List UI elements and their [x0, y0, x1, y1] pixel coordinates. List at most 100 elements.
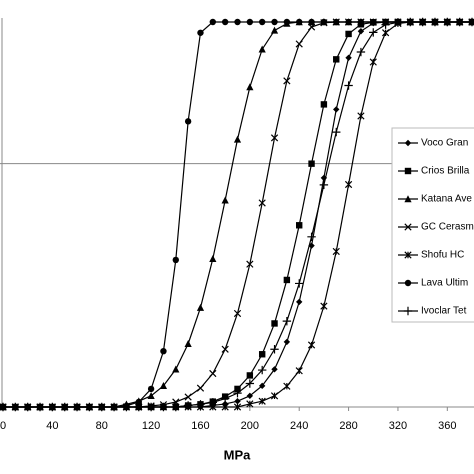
marker [209, 18, 217, 26]
x-tick-label: 240 [290, 420, 308, 432]
marker [172, 365, 180, 373]
x-tick-label: 280 [339, 420, 357, 432]
marker [246, 260, 254, 268]
marker [72, 402, 82, 412]
marker [257, 365, 267, 375]
marker [357, 28, 365, 35]
marker [344, 81, 353, 90]
marker [258, 18, 266, 26]
marker [109, 402, 119, 412]
marker [233, 403, 242, 411]
marker [196, 384, 205, 392]
legend-marker [403, 306, 413, 316]
marker [283, 18, 291, 26]
marker [85, 402, 94, 412]
marker [221, 18, 229, 26]
marker [296, 222, 303, 229]
marker [233, 388, 242, 398]
marker [183, 401, 193, 410]
legend: Voco Gran Crios Brilla Katana Ave GC Cerasm… [391, 127, 474, 323]
marker [356, 47, 366, 57]
marker [333, 18, 340, 26]
legend-marker [404, 195, 412, 203]
marker [246, 400, 254, 408]
marker [234, 18, 241, 26]
marker [246, 392, 254, 400]
marker [197, 29, 204, 36]
marker [245, 379, 255, 388]
marker [146, 402, 156, 412]
marker [246, 18, 254, 26]
x-tick-label: 160 [191, 420, 209, 432]
legend-label: Katana Ave [421, 194, 472, 205]
x-tick-label: 40 [46, 420, 58, 432]
marker [369, 58, 377, 66]
marker [233, 135, 242, 143]
marker [0, 402, 8, 412]
marker [196, 400, 205, 409]
marker [295, 279, 304, 288]
marker [196, 303, 205, 311]
x-tick-label: 360 [438, 420, 456, 432]
marker [246, 83, 254, 91]
marker [344, 180, 353, 189]
marker [333, 106, 340, 113]
marker [296, 18, 303, 26]
marker [208, 398, 218, 407]
marker [308, 18, 315, 26]
marker [135, 398, 142, 406]
marker [160, 347, 167, 355]
x-tick-label: 320 [389, 420, 407, 432]
marker [23, 402, 32, 412]
marker [283, 276, 291, 284]
marker [184, 340, 192, 348]
legend-label: Ivoclar Tet [421, 306, 467, 317]
marker [234, 398, 241, 405]
marker [418, 17, 427, 27]
marker [345, 30, 352, 38]
marker [270, 134, 279, 142]
marker [134, 402, 143, 412]
marker [283, 382, 291, 390]
marker [332, 127, 341, 137]
marker [320, 101, 328, 108]
legend-label: GC Cerasm [421, 222, 474, 233]
marker [307, 341, 316, 349]
marker [221, 403, 229, 411]
marker [307, 232, 316, 242]
marker [209, 369, 217, 378]
marker [270, 392, 279, 400]
marker [258, 45, 266, 53]
legend-label: Crios Brilla [421, 166, 470, 177]
marker [184, 393, 192, 401]
marker [443, 17, 452, 27]
legend-label: Voco Gran [421, 138, 468, 149]
marker [221, 196, 229, 204]
x-tick-label: 80 [96, 420, 108, 432]
marker [35, 402, 45, 412]
marker [357, 112, 365, 120]
marker [320, 174, 328, 182]
legend-marker [404, 223, 412, 231]
marker [357, 18, 365, 26]
marker [333, 56, 340, 63]
marker [467, 17, 474, 27]
marker [381, 29, 390, 37]
marker [430, 17, 440, 27]
marker [220, 394, 230, 403]
marker [147, 385, 155, 393]
x-axis-title: MPa [224, 447, 252, 462]
marker [370, 18, 377, 26]
marker [369, 28, 378, 37]
legend-marker [404, 251, 412, 259]
x-tick-label: 0 [0, 420, 6, 432]
marker [296, 298, 303, 306]
marker [283, 338, 291, 346]
marker [319, 180, 329, 190]
marker [295, 40, 303, 48]
marker [271, 18, 278, 26]
marker [147, 392, 155, 400]
marker [11, 402, 20, 412]
